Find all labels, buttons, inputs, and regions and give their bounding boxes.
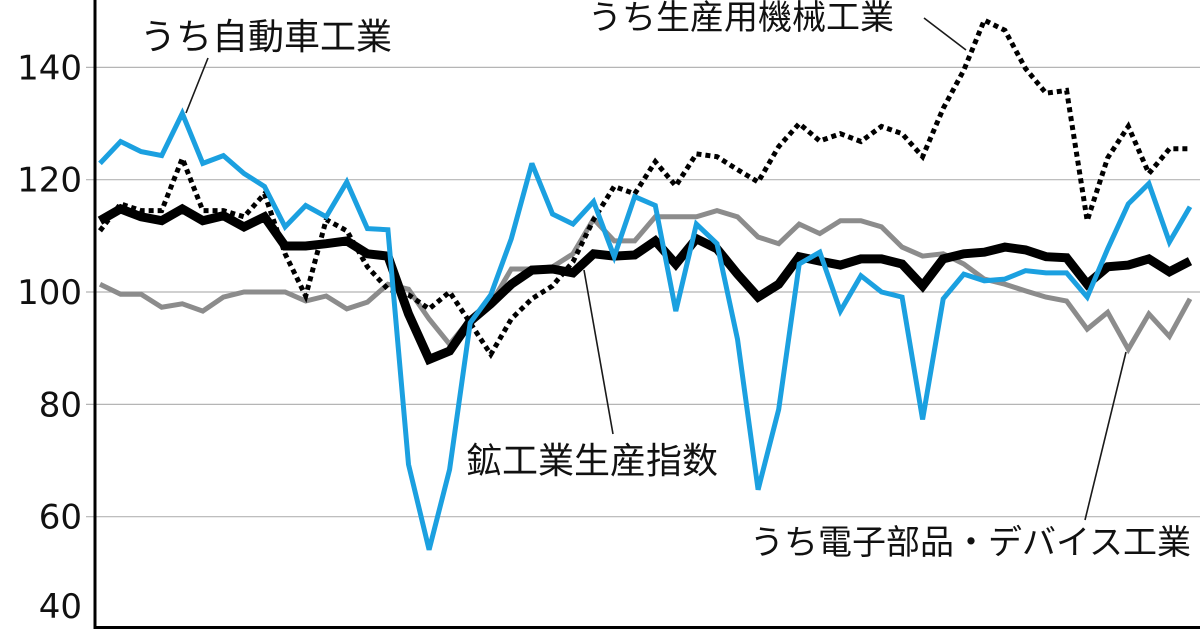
series-label-automobile-industry: うち自動車工業 — [140, 17, 393, 58]
y-tick-label-120: 120 — [17, 161, 82, 201]
leader-line-automobile-industry — [185, 57, 209, 114]
y-axis-tick-labels: 140 120 100 80 60 40 — [17, 48, 82, 627]
series-line-automobile-industry — [98, 107, 1193, 551]
series-line-production-machinery-industry — [98, 16, 1190, 360]
y-tick-label-80: 80 — [39, 385, 82, 425]
series-line-electronic-parts-and-devices-industry — [98, 207, 1193, 355]
series-lines — [97, 16, 1193, 551]
leader-line-mining-and-manufacturing-index — [583, 269, 614, 435]
y-tick-label-140: 140 — [17, 48, 82, 88]
y-tick-label-60: 60 — [39, 498, 82, 538]
series-line-mining-and-manufacturing-index — [97, 203, 1193, 366]
leader-line-electronic-parts-and-devices-industry — [1084, 351, 1127, 521]
series-label-electronic-parts-and-devices-industry: うち電子部品・デバイス工業 — [750, 523, 1191, 563]
series-label-mining-and-manufacturing-index: 鉱工業生産指数 — [466, 441, 719, 482]
y-tick-label-40: 40 — [39, 587, 82, 627]
leader-line-production-machinery-industry — [923, 17, 967, 51]
y-tick-label-100: 100 — [17, 273, 82, 313]
series-label-production-machinery-industry: うち生産用機械工業 — [588, 0, 894, 38]
